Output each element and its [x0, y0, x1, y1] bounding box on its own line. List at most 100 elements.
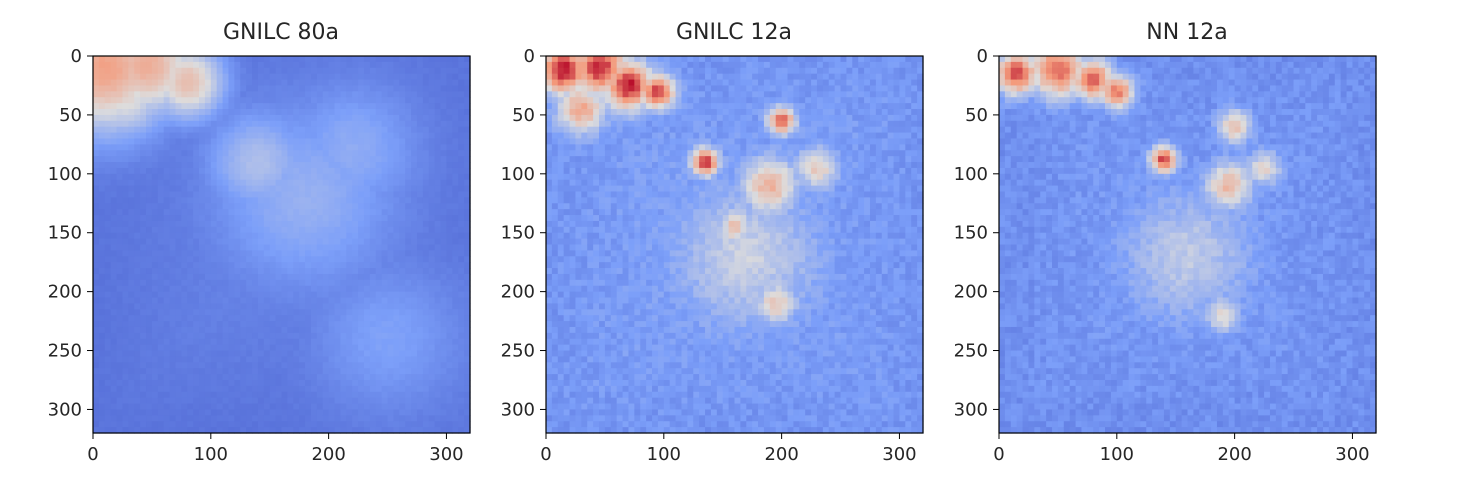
heatmap-cell — [346, 79, 353, 87]
heatmap-cell — [187, 379, 194, 387]
heatmap-cell — [110, 297, 118, 305]
heatmap-cell — [122, 391, 129, 399]
heatmap-cell — [363, 315, 371, 322]
heatmap-cell — [104, 191, 112, 198]
heatmap-cell — [393, 61, 400, 69]
heatmap-cell — [252, 185, 259, 193]
heatmap-cell — [281, 374, 288, 381]
heatmap-cell — [222, 303, 230, 310]
heatmap-cell — [405, 156, 412, 163]
heatmap-cell — [204, 103, 212, 110]
heatmap-cell — [363, 103, 371, 110]
heatmap-cell — [416, 126, 424, 134]
heatmap-cell — [287, 85, 294, 92]
heatmap-cell — [416, 332, 424, 340]
heatmap-cell — [381, 285, 389, 293]
heatmap-cell — [98, 173, 106, 181]
heatmap-cell — [252, 85, 259, 92]
heatmap-cell — [546, 109, 553, 116]
heatmap-cell — [452, 126, 459, 134]
heatmap-cell — [334, 120, 342, 128]
heatmap-cell — [110, 285, 118, 293]
heatmap-cell — [263, 397, 271, 405]
heatmap-cell — [587, 67, 594, 75]
heatmap-cell — [610, 167, 618, 175]
heatmap-cell — [104, 326, 112, 334]
heatmap-cell — [128, 67, 135, 75]
heatmap-cell — [464, 409, 471, 416]
heatmap-cell — [599, 79, 606, 87]
heatmap-cell — [210, 321, 218, 328]
heatmap-cell — [246, 303, 253, 310]
heatmap-cell — [458, 344, 465, 352]
heatmap-cell — [263, 132, 271, 140]
heatmap-cell — [593, 315, 600, 322]
heatmap-cell — [216, 167, 224, 175]
heatmap-cell — [128, 409, 135, 416]
heatmap-cell — [110, 126, 118, 134]
heatmap-cell — [128, 397, 135, 405]
heatmap-cell — [216, 427, 224, 434]
heatmap-cell — [587, 368, 594, 375]
heatmap-cell — [434, 250, 442, 257]
heatmap-cell — [210, 97, 218, 104]
heatmap-cell — [216, 156, 224, 163]
heatmap-cell — [204, 167, 212, 175]
heatmap-cell — [587, 421, 594, 428]
heatmap-cell — [440, 209, 448, 216]
heatmap-cell — [599, 297, 606, 305]
heatmap-cell — [334, 279, 342, 287]
heatmap-cell — [587, 226, 594, 234]
heatmap-cell — [322, 56, 330, 63]
heatmap-cell — [269, 244, 277, 251]
heatmap-cell — [128, 150, 135, 157]
heatmap-cell — [275, 79, 283, 87]
heatmap-cell — [604, 220, 612, 228]
heatmap-cell — [551, 368, 559, 375]
heatmap-cell — [610, 397, 618, 405]
heatmap-cell — [281, 362, 288, 369]
heatmap-cell — [334, 291, 342, 299]
heatmap-cell — [563, 332, 571, 340]
heatmap-cell — [204, 332, 212, 340]
heatmap-cell — [240, 150, 247, 157]
heatmap-cell — [175, 138, 182, 145]
heatmap-cell — [93, 326, 100, 334]
heatmap-cell — [234, 350, 241, 358]
heatmap-cell — [405, 67, 412, 75]
heatmap-cell — [110, 79, 118, 87]
heatmap-cell — [181, 362, 188, 369]
heatmap-cell — [563, 126, 571, 134]
heatmap-cell — [416, 368, 424, 375]
heatmap-cell — [452, 415, 459, 422]
heatmap-cell — [281, 150, 288, 157]
heatmap-cell — [240, 61, 247, 69]
heatmap-cell — [257, 226, 265, 234]
heatmap-cell — [234, 173, 241, 181]
heatmap-cell — [93, 268, 100, 275]
heatmap-cell — [222, 344, 230, 352]
heatmap-cell — [369, 73, 377, 81]
heatmap-cell — [240, 303, 247, 310]
heatmap-cell — [346, 368, 353, 375]
heatmap-cell — [352, 232, 359, 240]
heatmap-cell — [93, 138, 100, 145]
heatmap-cell — [328, 162, 336, 169]
heatmap-cell — [440, 114, 448, 122]
heatmap-cell — [140, 67, 147, 75]
heatmap-cell — [204, 409, 212, 416]
heatmap-cell — [604, 403, 612, 411]
heatmap-cell — [305, 285, 312, 293]
heatmap-cell — [305, 256, 312, 263]
heatmap-cell — [322, 332, 330, 340]
heatmap-cell — [310, 97, 318, 104]
heatmap-cell — [411, 315, 418, 322]
heatmap-cell — [305, 332, 312, 340]
heatmap-cell — [604, 297, 612, 305]
heatmap-cell — [411, 403, 418, 411]
heatmap-cell — [263, 144, 271, 151]
heatmap-cell — [557, 285, 565, 293]
heatmap-cell — [399, 162, 406, 169]
heatmap-cell — [381, 397, 389, 405]
heatmap-cell — [416, 191, 424, 198]
